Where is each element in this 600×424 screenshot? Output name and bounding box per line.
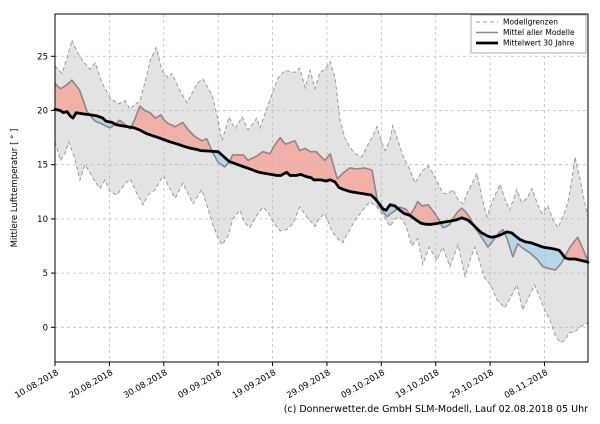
below-normal-fill — [55, 109, 588, 270]
y-tick-label: 15 — [37, 161, 48, 171]
x-tick-label: 08.11.2018 — [503, 368, 550, 401]
legend-label-model-bounds: Modellgrenzen — [503, 18, 558, 27]
x-tick-label: 19.09.2018 — [231, 368, 278, 401]
x-tick-label: 30.08.2018 — [122, 368, 169, 401]
plot-frame — [54, 13, 589, 363]
legend-label-climate-mean: Mittelwert 30 Jahre — [503, 39, 575, 48]
x-tick-label: 29.10.2018 — [448, 368, 495, 401]
legend-box — [470, 14, 587, 54]
x-tick-label: 09.09.2018 — [177, 368, 224, 401]
plot-area: 0 5 10 15 20 25 10.08.2018 20.08.2018 30.08.2018… — [13, 13, 590, 401]
x-tick-label: 29.09.2018 — [285, 368, 332, 401]
y-tick-label: 0 — [43, 323, 48, 333]
legend-label-model-mean: Mittel aller Modelle — [503, 28, 575, 37]
legend: Modellgrenzen Mittel aller Modelle Mitte… — [470, 14, 587, 54]
y-tick-label: 10 — [37, 215, 48, 225]
x-tick-label: 10.08.2018 — [13, 368, 60, 401]
model-range-lower-line — [54, 140, 589, 344]
x-tick-label: 19.10.2018 — [394, 368, 441, 401]
caption: (c) Donnerwetter.de GmbH SLM-Modell, Lau… — [284, 404, 588, 415]
model-mean-line — [54, 79, 589, 271]
model-range-band — [55, 40, 588, 343]
y-tick-label: 25 — [37, 52, 48, 62]
model-range-upper-line — [54, 38, 589, 229]
y-tick-label: 20 — [37, 106, 48, 116]
climate-mean-line — [53, 108, 590, 264]
y-axis-label: Mittlere Lufttemperatur [ ° ] — [10, 129, 20, 248]
x-tick-label: 09.10.2018 — [340, 368, 387, 401]
y-tick-label: 5 — [43, 269, 48, 279]
x-tick-label: 20.08.2018 — [68, 368, 115, 401]
